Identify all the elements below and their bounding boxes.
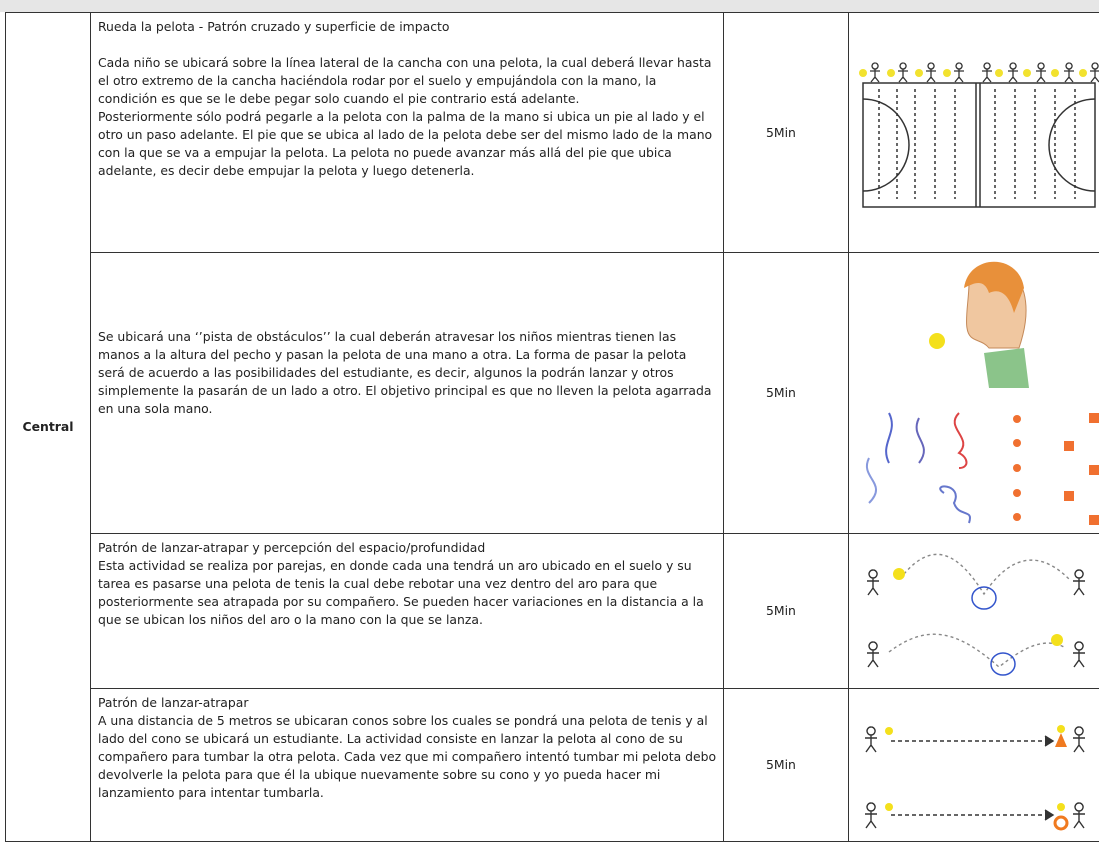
image-cell bbox=[848, 688, 1099, 842]
activity-cell: Patrón de lanzar-atrapar A una distancia… bbox=[90, 688, 724, 842]
duration-cell: 5Min bbox=[723, 688, 849, 842]
throw-illustration bbox=[867, 553, 1085, 676]
activity-text: Esta actividad se realiza por parejas, e… bbox=[98, 558, 704, 627]
duration: 5Min bbox=[766, 385, 796, 400]
duration-cell: 5Min bbox=[723, 533, 849, 689]
image-cell bbox=[848, 12, 1099, 253]
paths bbox=[866, 412, 971, 524]
image-cell bbox=[848, 533, 1099, 689]
hoops bbox=[971, 586, 1016, 676]
duration-cell: 5Min bbox=[723, 252, 849, 534]
activity-title: Patrón de lanzar-atrapar y percepción de… bbox=[98, 540, 486, 555]
activity-title: Rueda la pelota - Patrón cruzado y super… bbox=[98, 19, 450, 34]
duration: 5Min bbox=[766, 603, 796, 618]
figures bbox=[865, 726, 1085, 829]
activity-text: Se ubicará una ‘’pista de obstáculos’’ l… bbox=[98, 329, 712, 416]
activity-cell: Se ubicará una ‘’pista de obstáculos’’ l… bbox=[90, 252, 724, 534]
activity-text: A una distancia de 5 metros se ubicaran … bbox=[98, 713, 717, 800]
cone-illustration bbox=[865, 725, 1085, 831]
activity-text: Posteriormente sólo podrá pegarle a la p… bbox=[98, 109, 713, 178]
child-hair bbox=[964, 261, 1024, 313]
duration: 5Min bbox=[766, 124, 796, 140]
balls bbox=[859, 69, 1087, 77]
balls bbox=[893, 568, 1063, 646]
cones bbox=[885, 725, 1069, 831]
section-cell: Central bbox=[5, 12, 91, 842]
court-illustration bbox=[859, 62, 1099, 208]
child-body bbox=[984, 348, 1029, 388]
court bbox=[862, 82, 1096, 208]
cones bbox=[1013, 413, 1099, 525]
activity-cell: Patrón de lanzar-atrapar y percepción de… bbox=[90, 533, 724, 689]
top-bar bbox=[0, 0, 1099, 12]
activity-cell: Rueda la pelota - Patrón cruzado y super… bbox=[90, 12, 724, 253]
section-label: Central bbox=[22, 419, 74, 434]
obstacle-illustration bbox=[866, 261, 1099, 525]
activity-text: Cada niño se ubicará sobre la línea late… bbox=[98, 55, 712, 106]
duration: 5Min bbox=[766, 757, 796, 772]
duration-cell: 5Min bbox=[723, 12, 849, 253]
ball bbox=[929, 333, 945, 349]
figures bbox=[867, 553, 1085, 668]
activity-title: Patrón de lanzar-atrapar bbox=[98, 695, 249, 710]
figures bbox=[870, 62, 1099, 83]
image-cell bbox=[848, 252, 1099, 534]
